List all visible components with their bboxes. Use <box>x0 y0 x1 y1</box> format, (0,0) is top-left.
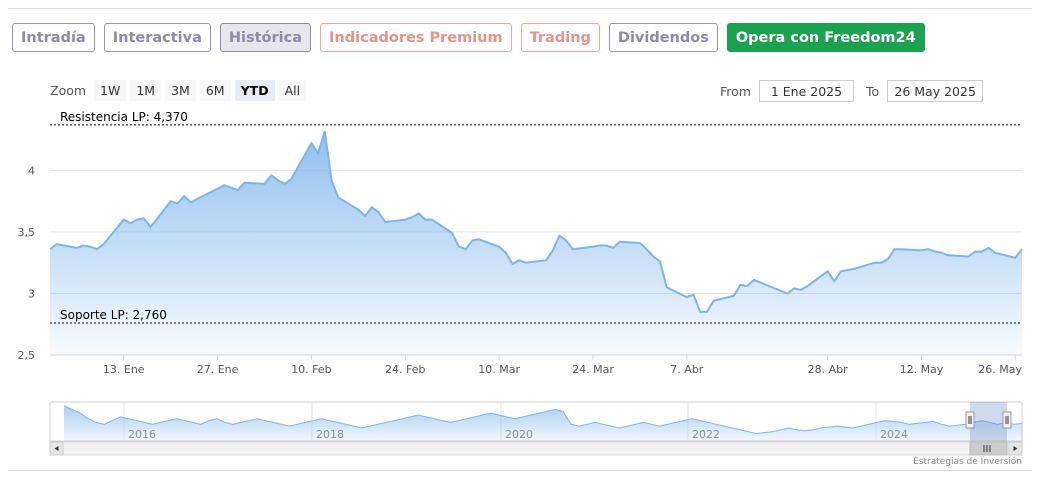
x-tick-label: 24. Feb <box>385 363 425 376</box>
x-tick-label: 27. Ene <box>197 363 239 376</box>
zoom-label: Zoom <box>50 83 87 98</box>
zoom-button-ytd[interactable]: YTD <box>234 80 275 101</box>
chart-tabs: Intradía Interactiva Histórica Indicadores … <box>12 23 925 52</box>
navigator-line <box>63 405 1023 435</box>
scrollbar-track[interactable] <box>49 441 1023 456</box>
scroll-right-button[interactable] <box>1008 441 1023 456</box>
navigator-left-handle[interactable] <box>965 411 975 429</box>
navigator-year-label: 2018 <box>316 428 344 441</box>
navigator-right-handle[interactable] <box>1002 411 1012 429</box>
zoom-button-3m[interactable]: 3M <box>165 80 196 101</box>
zoom-button-1w[interactable]: 1W <box>94 80 127 101</box>
x-tick-label: 13. Ene <box>103 363 145 376</box>
to-label: To <box>865 83 880 99</box>
y-tick-label: 4 <box>28 164 35 177</box>
x-tick-label: 10. Mar <box>478 363 520 376</box>
navigator-selection[interactable] <box>970 402 1007 441</box>
y-tick-label: 2,5 <box>18 349 36 362</box>
navigator-year-label: 2016 <box>128 428 156 441</box>
price-line <box>49 130 1023 313</box>
arrow-left-icon <box>54 446 59 451</box>
date-range-selector: From 1 Ene 2025 To 26 May 2025 <box>720 80 984 102</box>
tab-dividendos[interactable]: Dividendos <box>608 23 718 52</box>
zoom-button-all[interactable]: All <box>278 80 307 101</box>
tab-intradía[interactable]: Intradía <box>12 23 95 52</box>
x-tick-label: 10. Feb <box>291 363 331 376</box>
y-tick-label: 3 <box>28 287 35 300</box>
bottom-divider <box>8 470 1032 471</box>
x-tick-label: 26. May <box>978 363 1022 376</box>
navigator-area <box>64 405 1022 441</box>
tab-interactiva[interactable]: Interactiva <box>103 23 211 52</box>
tab-trading[interactable]: Trading <box>520 23 600 52</box>
tab-opera-con-freedom24[interactable]: Opera con Freedom24 <box>726 23 925 52</box>
navigator-year-label: 2022 <box>692 428 720 441</box>
navigator-year-label: 2020 <box>505 428 533 441</box>
navigator-frame <box>49 401 1023 442</box>
scroll-left-button[interactable] <box>49 441 64 456</box>
from-label: From <box>720 83 751 99</box>
x-tick-label: 28. Abr <box>808 363 848 376</box>
zoom-button-1m[interactable]: 1M <box>130 80 162 101</box>
zoom-selector: Zoom 1W 1M 3M 6M YTD All <box>50 80 307 101</box>
arrow-right-icon <box>1013 446 1018 451</box>
support-label: Soporte LP: 2,760 <box>60 308 167 322</box>
tab-histórica[interactable]: Histórica <box>219 23 312 52</box>
chart-credit: Estrategias de Inversión <box>913 457 1022 467</box>
x-tick-label: 7. Abr <box>670 363 703 376</box>
scrollbar-thumb[interactable] <box>969 441 1008 456</box>
x-tick-label: 24. Mar <box>572 363 614 376</box>
navigator-year-label: 2024 <box>880 428 908 441</box>
zoom-button-6m[interactable]: 6M <box>199 80 231 101</box>
x-tick-label: 12. May <box>900 363 944 376</box>
tab-indicadores-premium[interactable]: Indicadores Premium <box>320 23 512 52</box>
from-date-input[interactable]: 1 Ene 2025 <box>758 80 854 102</box>
resistance-label: Resistencia LP: 4,370 <box>60 110 188 124</box>
top-divider <box>8 8 1032 9</box>
y-tick-label: 3,5 <box>18 226 36 239</box>
to-date-input[interactable]: 26 May 2025 <box>887 80 984 102</box>
zoom-buttons: 1W 1M 3M 6M YTD All <box>94 80 307 101</box>
price-area-fill <box>50 131 1022 355</box>
